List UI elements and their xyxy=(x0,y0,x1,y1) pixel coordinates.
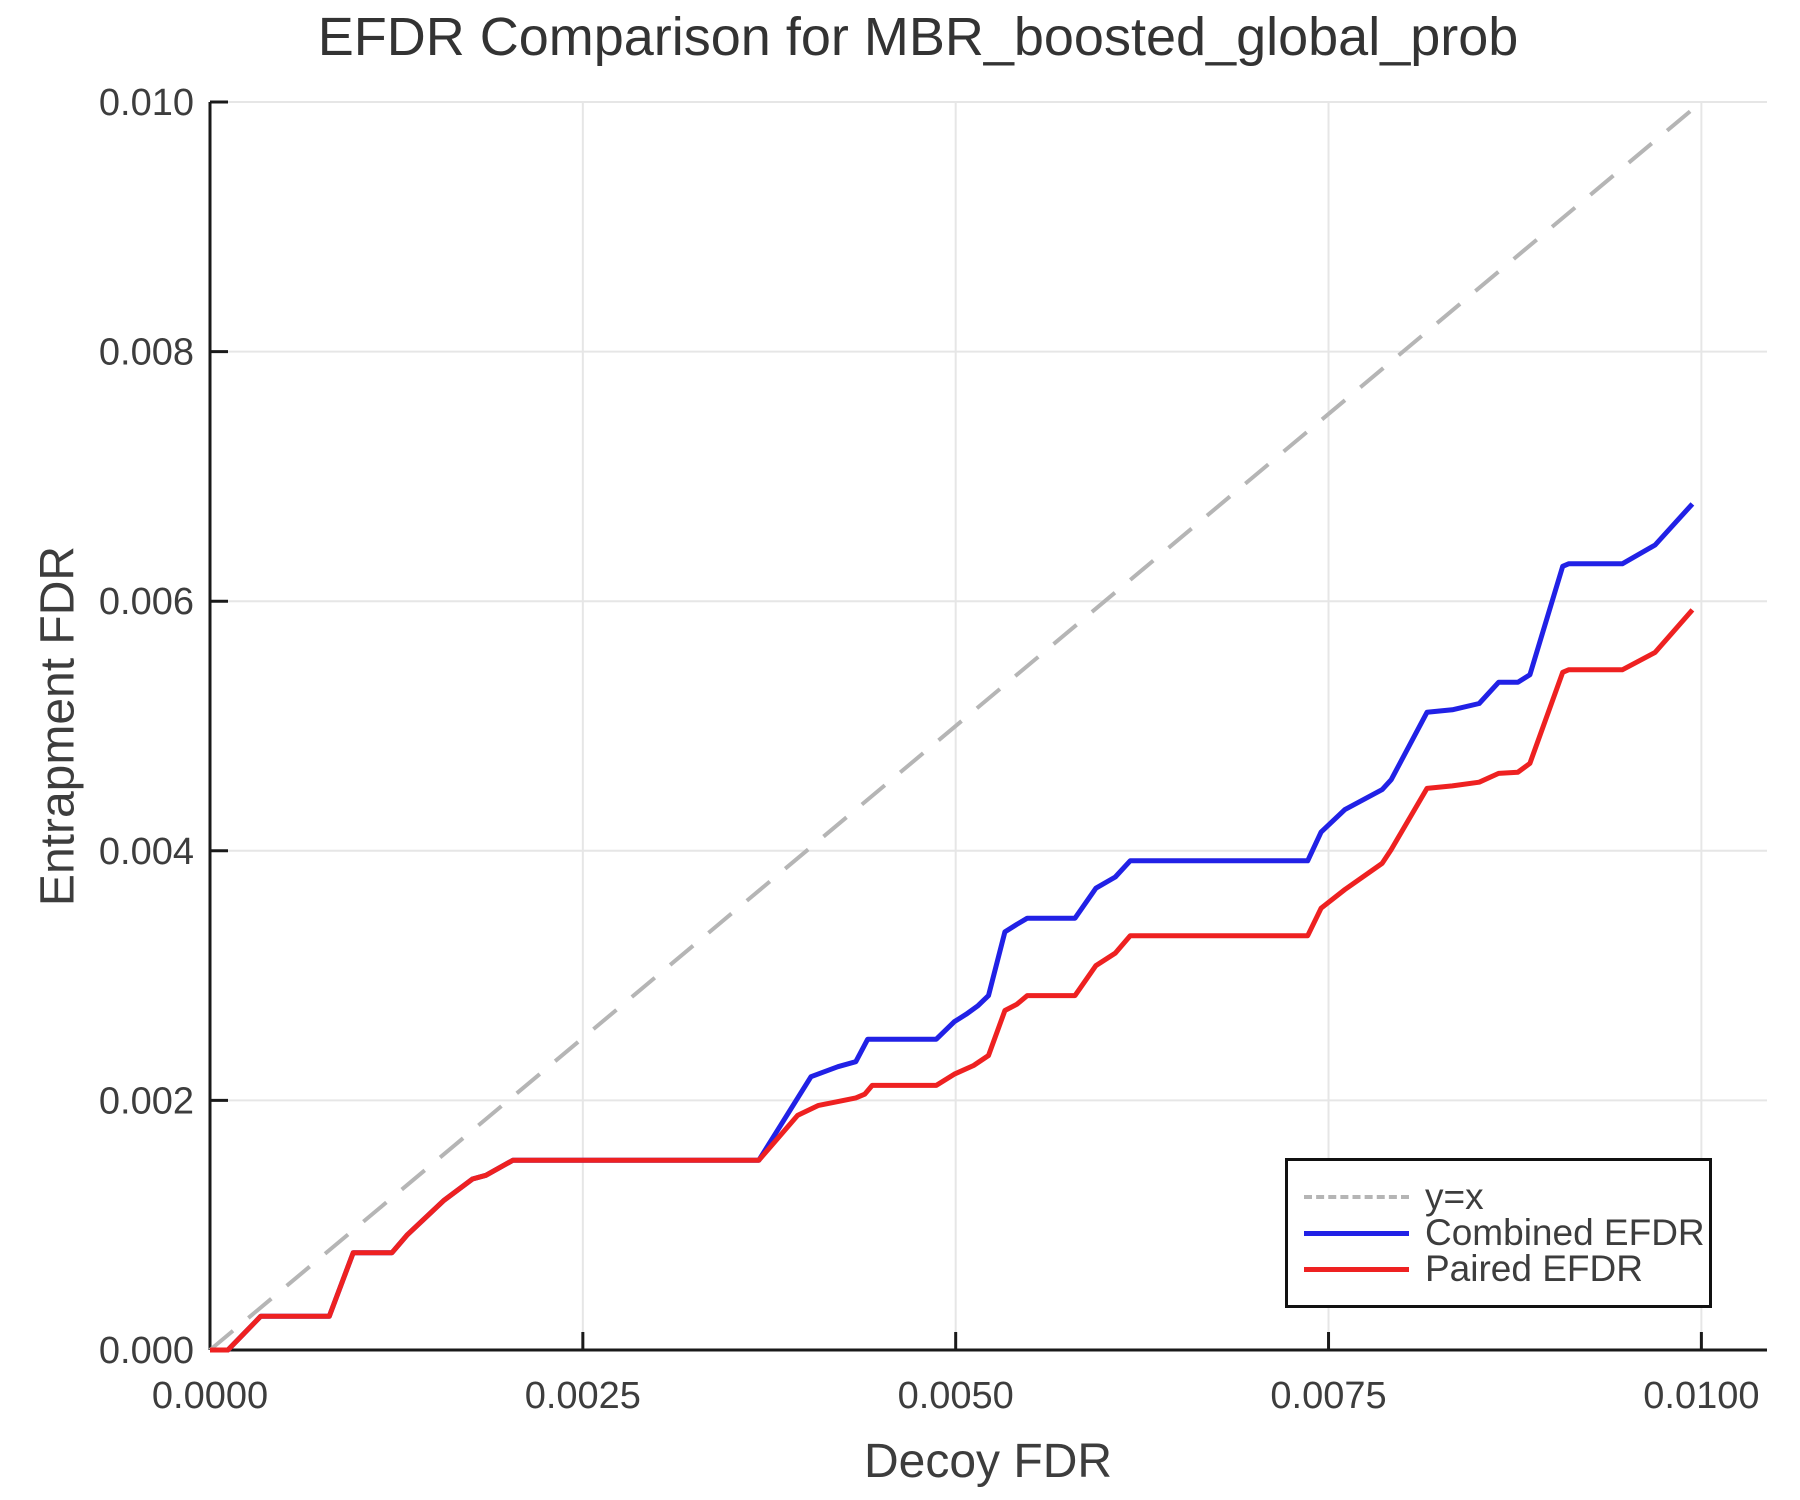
legend-item-paired-efdr: Paired EFDR xyxy=(1304,1248,1709,1289)
legend-label: Paired EFDR xyxy=(1425,1248,1643,1289)
legend: y=x Combined EFDR Paired EFDR xyxy=(1285,1158,1712,1308)
chart-title: EFDR Comparison for MBR_boosted_global_p… xyxy=(317,7,1519,67)
svg-text:0.000: 0.000 xyxy=(99,1330,194,1372)
svg-text:0.008: 0.008 xyxy=(99,332,194,374)
svg-text:0.0050: 0.0050 xyxy=(898,1375,1014,1417)
svg-text:0.0025: 0.0025 xyxy=(525,1375,641,1417)
svg-text:0.002: 0.002 xyxy=(99,1080,194,1122)
red-line-swatch xyxy=(1304,1266,1409,1272)
dashed-line-swatch xyxy=(1304,1195,1409,1199)
svg-text:0.010: 0.010 xyxy=(99,82,194,124)
svg-text:0.0000: 0.0000 xyxy=(152,1375,268,1417)
y-axis-label: Entrapment FDR xyxy=(31,545,85,907)
svg-text:0.0100: 0.0100 xyxy=(1643,1375,1759,1417)
svg-text:0.0075: 0.0075 xyxy=(1270,1375,1386,1417)
blue-line-swatch xyxy=(1304,1230,1409,1236)
x-axis-label: Decoy FDR xyxy=(863,1435,1113,1488)
legend-label: y=x xyxy=(1425,1176,1484,1217)
legend-item-identity-line: y=x xyxy=(1304,1176,1709,1217)
legend-item-combined-efdr: Combined EFDR xyxy=(1304,1212,1709,1253)
legend-label: Combined EFDR xyxy=(1425,1212,1705,1253)
svg-text:0.004: 0.004 xyxy=(99,831,194,873)
svg-text:0.006: 0.006 xyxy=(99,581,194,623)
